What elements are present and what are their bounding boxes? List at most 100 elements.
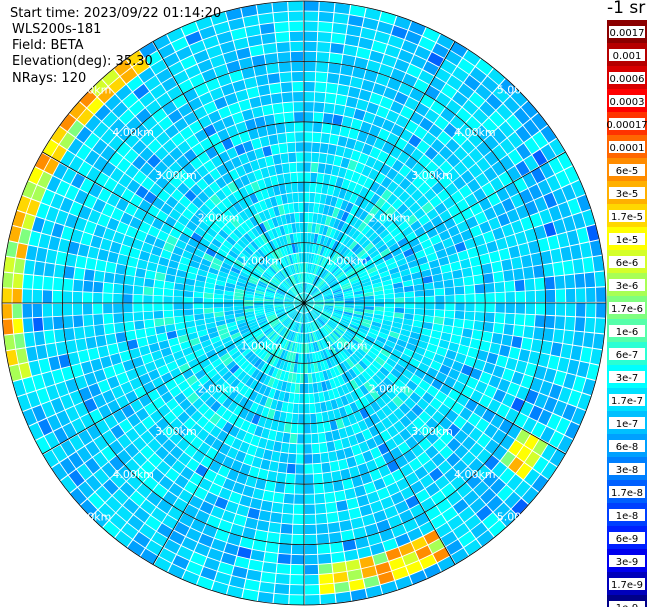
radar-cell bbox=[368, 378, 378, 389]
radar-cell bbox=[376, 262, 387, 270]
radar-cell bbox=[320, 133, 331, 144]
radar-cell bbox=[319, 573, 334, 584]
radar-cell bbox=[522, 487, 539, 504]
radar-cell bbox=[245, 118, 257, 131]
radar-cell bbox=[406, 363, 417, 374]
radar-cell bbox=[116, 395, 130, 409]
radar-cell bbox=[398, 49, 414, 63]
radar-cell bbox=[583, 332, 594, 348]
radar-cell bbox=[120, 212, 133, 225]
radar-cell bbox=[422, 373, 435, 385]
radar-cell bbox=[363, 575, 380, 588]
radar-cell bbox=[513, 107, 530, 125]
radar-cell bbox=[75, 255, 87, 269]
radar-cell bbox=[423, 61, 439, 76]
radar-cell bbox=[465, 294, 475, 303]
radar-cell bbox=[525, 389, 539, 405]
radar-cell bbox=[304, 142, 312, 152]
radar-cell bbox=[93, 394, 107, 408]
radar-cell bbox=[469, 427, 483, 442]
radar-cell bbox=[189, 120, 203, 134]
radar-cell bbox=[468, 458, 484, 473]
radar-cell bbox=[267, 532, 280, 543]
radar-cell bbox=[295, 464, 304, 474]
radar-cell bbox=[359, 252, 369, 262]
radar-cell bbox=[68, 352, 80, 366]
radar-cell bbox=[259, 321, 269, 328]
radar-cell bbox=[520, 216, 534, 231]
radar-cell bbox=[402, 551, 419, 566]
radar-cell bbox=[296, 296, 304, 303]
radar-cell bbox=[12, 304, 22, 319]
radar-cell bbox=[431, 378, 444, 390]
radar-cell bbox=[231, 460, 243, 472]
radar-cell bbox=[32, 289, 43, 303]
radar-cell bbox=[217, 31, 233, 44]
radar-cell bbox=[201, 339, 212, 348]
radar-cell bbox=[93, 468, 110, 485]
radar-cell bbox=[185, 31, 202, 45]
radar-cell bbox=[291, 254, 296, 264]
radar-cell bbox=[199, 263, 210, 272]
radar-cell bbox=[395, 576, 413, 590]
radar-cell bbox=[328, 239, 336, 249]
radar-cell bbox=[178, 233, 190, 244]
radar-cell bbox=[305, 323, 308, 333]
radar-cell bbox=[26, 346, 38, 362]
radar-cell bbox=[304, 303, 307, 313]
radar-cell bbox=[342, 313, 353, 319]
radar-cell bbox=[320, 339, 327, 349]
radar-cell bbox=[406, 380, 418, 391]
radar-cell bbox=[300, 283, 303, 293]
radar-cell bbox=[353, 311, 364, 316]
radar-cell bbox=[460, 336, 471, 347]
radar-cell bbox=[285, 234, 292, 245]
radar-cell bbox=[209, 181, 221, 194]
radar-cell bbox=[259, 582, 275, 593]
radar-cell bbox=[350, 278, 360, 285]
radar-cell bbox=[297, 273, 301, 283]
radar-cell bbox=[514, 480, 531, 498]
radar-cell bbox=[186, 326, 197, 335]
radar-cell bbox=[534, 365, 547, 380]
radar-cell bbox=[88, 492, 105, 510]
radar-cell bbox=[279, 349, 286, 359]
radar-cell bbox=[383, 315, 394, 322]
radar-cell bbox=[524, 278, 535, 291]
radar-cell bbox=[304, 313, 307, 323]
radar-cell bbox=[199, 391, 212, 403]
radar-cell bbox=[184, 315, 195, 322]
radar-cell bbox=[338, 258, 347, 267]
radar-cell bbox=[107, 399, 121, 414]
radar-cell bbox=[34, 331, 45, 346]
radar-cell bbox=[109, 118, 125, 135]
radar-cell bbox=[388, 242, 400, 253]
colorbar-label-bg bbox=[609, 256, 645, 268]
radar-cell bbox=[287, 277, 294, 286]
radar-cell bbox=[276, 216, 283, 226]
radar-cell bbox=[203, 363, 214, 374]
radar-cell bbox=[442, 271, 453, 281]
radar-cell bbox=[28, 422, 44, 440]
colorbar-label-bg bbox=[609, 440, 645, 452]
radar-cell bbox=[223, 258, 234, 267]
radar-cell bbox=[308, 322, 312, 333]
radar-cell bbox=[292, 403, 299, 414]
elevation-label: Elevation(deg): 35.30 bbox=[12, 54, 153, 69]
radar-cell bbox=[345, 202, 354, 213]
radar-cell bbox=[350, 390, 360, 402]
radar-cell bbox=[71, 363, 84, 378]
radar-cell bbox=[183, 88, 198, 103]
radar-cell bbox=[304, 474, 314, 484]
radar-cell bbox=[193, 308, 204, 315]
radar-cell bbox=[188, 97, 203, 111]
radar-cell bbox=[253, 202, 263, 213]
radar-cell bbox=[310, 287, 317, 295]
radar-cell bbox=[315, 503, 327, 514]
radar-cell bbox=[454, 241, 467, 253]
radar-cell bbox=[364, 70, 378, 83]
radar-cell bbox=[453, 499, 469, 514]
radar-cell bbox=[244, 246, 254, 256]
radar-cell bbox=[392, 321, 403, 329]
radar-cell bbox=[495, 292, 505, 303]
